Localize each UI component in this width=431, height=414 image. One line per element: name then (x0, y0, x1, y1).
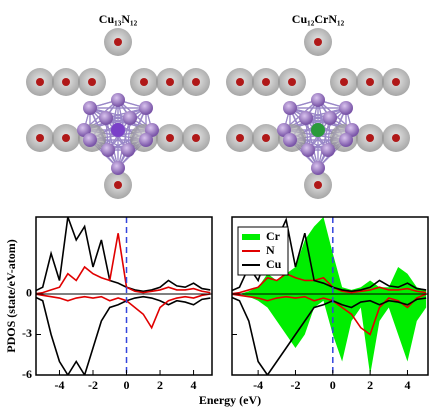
cu-atom (111, 161, 125, 175)
x-axis-label: Energy (eV) (199, 393, 261, 407)
cu-atom (83, 133, 97, 147)
cu-atom (123, 111, 137, 125)
x-tick-label: 2 (157, 378, 163, 392)
line (232, 296, 427, 375)
x-tick-label: 4 (404, 378, 410, 392)
line (232, 293, 427, 336)
legend-label: Cu (266, 257, 282, 271)
cu-atom (139, 133, 153, 147)
center-atom (111, 123, 125, 137)
n-atom (114, 181, 122, 189)
bond (117, 99, 129, 151)
cu-atom (339, 101, 353, 115)
n-atom (288, 78, 296, 86)
bond (317, 117, 331, 169)
cu-atom (121, 143, 135, 157)
line (36, 295, 211, 375)
structure-label: Cu₁₂CrN₁₂ (292, 12, 345, 26)
bond (317, 99, 329, 151)
n-atom (262, 78, 270, 86)
x-tick-label: 0 (124, 378, 130, 392)
legend-label: N (266, 243, 275, 257)
cu-atom (339, 133, 353, 147)
n-atom (392, 134, 400, 142)
n-atom (36, 134, 44, 142)
y-tick-label: -3 (22, 326, 32, 340)
structure-label: Cu₁₃N₁₂ (99, 12, 138, 26)
y-tick-label: -6 (22, 367, 32, 381)
y-tick-label: 0 (26, 286, 32, 300)
cu-atom (311, 93, 325, 107)
cu-atom (301, 143, 315, 157)
cu-atom (101, 143, 115, 157)
x-tick-label: -2 (88, 378, 98, 392)
n-atom (62, 134, 70, 142)
cu-atom (321, 143, 335, 157)
n-atom (166, 134, 174, 142)
cu-atom (299, 111, 313, 125)
plot-area (36, 217, 212, 375)
n-atom (314, 38, 322, 46)
n-atom (192, 134, 200, 142)
n-atom (314, 181, 322, 189)
bond (105, 117, 119, 169)
cu-atom (83, 101, 97, 115)
line (36, 233, 211, 295)
cu-atom (283, 133, 297, 147)
x-tick-label: -2 (290, 378, 300, 392)
line (36, 293, 211, 330)
line (36, 217, 211, 293)
n-atom (88, 78, 96, 86)
n-atom (62, 78, 70, 86)
frame (35, 216, 213, 376)
n-atom (140, 78, 148, 86)
center-atom (311, 123, 325, 137)
molecule (26, 28, 210, 199)
x-tick-label: -4 (253, 378, 263, 392)
cu-atom (99, 111, 113, 125)
n-atom (392, 78, 400, 86)
x-tick-label: -4 (54, 378, 64, 392)
cu-atom (311, 161, 325, 175)
n-atom (262, 134, 270, 142)
n-atom (236, 134, 244, 142)
area (232, 217, 427, 294)
n-atom (236, 78, 244, 86)
cu-atom (283, 101, 297, 115)
cu-atom (323, 111, 337, 125)
cu-atom (139, 101, 153, 115)
n-atom (114, 38, 122, 46)
cu-atom (111, 93, 125, 107)
x-tick-label: 0 (330, 378, 336, 392)
n-atom (340, 78, 348, 86)
y-axis-label: PDOS (state/eV-atom) (4, 239, 18, 352)
molecule (226, 28, 410, 199)
n-atom (36, 78, 44, 86)
line (232, 272, 427, 295)
bond (117, 117, 131, 169)
x-tick-label: 4 (191, 378, 197, 392)
x-tick-label: 2 (367, 378, 373, 392)
n-atom (366, 78, 374, 86)
legend-label: Cr (266, 229, 281, 243)
n-atom (192, 78, 200, 86)
bond (305, 117, 319, 169)
n-atom (366, 134, 374, 142)
n-atom (166, 78, 174, 86)
frame (231, 216, 429, 376)
